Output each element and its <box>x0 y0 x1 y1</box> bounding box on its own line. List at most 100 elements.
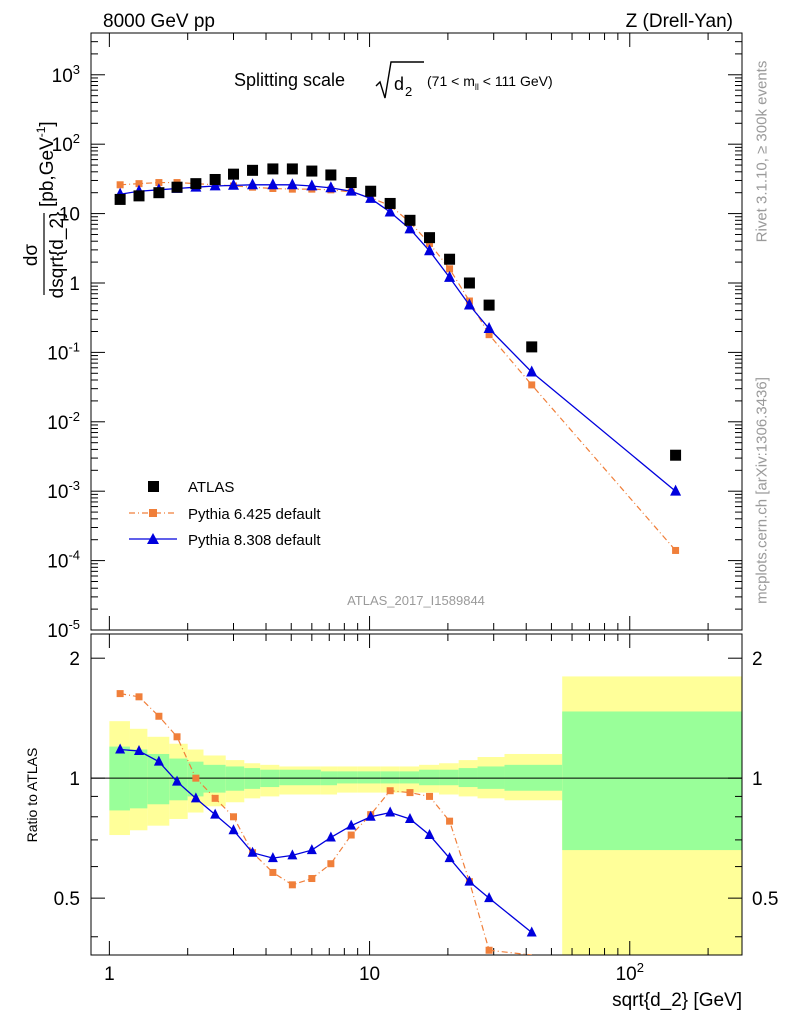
ratio-pythia6-point <box>230 813 238 821</box>
ratio-pythia8-point <box>385 806 396 817</box>
x-tick-label: 1 <box>104 964 115 985</box>
y-tick-label: 10 <box>59 205 80 226</box>
atlas-point <box>483 299 495 311</box>
y-tick-label: 10-1 <box>47 339 80 364</box>
band-inner-bin <box>279 769 303 786</box>
y-tick-label: 102 <box>52 131 80 156</box>
ratio-y-tick-label-right: 2 <box>752 649 763 670</box>
ratio-pythia6-point <box>426 792 434 800</box>
ratio-y-tick-label-right: 1 <box>752 769 763 790</box>
ratio-pythia6-point <box>155 712 163 720</box>
ratio-pythia8-point <box>526 926 537 937</box>
ratio-pythia8-point <box>134 744 145 755</box>
y-tick-label: 103 <box>52 62 80 87</box>
pythia6-line <box>120 181 677 551</box>
y-axis-title-num: dσ <box>21 244 42 267</box>
pythia8-point <box>228 178 240 190</box>
pythia8-point <box>404 222 416 234</box>
legend-atlas-marker <box>148 481 159 492</box>
energy-label: 8000 GeV pp <box>103 11 215 32</box>
band-inner-bin <box>458 768 478 788</box>
y-tick-label: 10-5 <box>47 617 80 642</box>
pythia8-point <box>306 179 318 191</box>
pythia8-point <box>424 244 436 256</box>
plot-title: Splitting scale d 2 (71 < mll < 111 GeV) <box>234 61 553 99</box>
ratio-pythia6-point <box>347 831 355 839</box>
ratio-pythia8-point <box>267 852 278 863</box>
process-label: Z (Drell-Yan) <box>626 11 733 32</box>
atlas-point <box>404 214 416 226</box>
pythia6-point <box>446 265 454 273</box>
atlas-point <box>325 169 337 181</box>
ratio-pythia8-point <box>190 792 201 803</box>
ratio-series <box>115 690 537 955</box>
y-tick-label: 10-4 <box>47 548 80 573</box>
pythia6-point <box>135 180 143 188</box>
pythia8-point <box>670 484 682 496</box>
uncertainty-bands <box>109 676 742 955</box>
ratio-pythia8-point <box>153 755 164 766</box>
ratio-pythia8-point <box>115 743 126 754</box>
ratio-panel-frame <box>90 633 743 956</box>
band-inner-bin <box>439 769 459 786</box>
atlas-point <box>365 185 377 197</box>
y-tick-label: 10-3 <box>47 478 80 503</box>
legend-pythia6-label: Pythia 6.425 default <box>188 506 321 523</box>
plot-title-range-pre: (71 < m <box>427 73 475 89</box>
plot-title-sub: 2 <box>405 84 412 99</box>
ratio-pythia8-point <box>484 892 495 903</box>
atlas-point <box>171 181 183 193</box>
pythia8-point <box>325 181 337 193</box>
ratio-y-tick-label: 0.5 <box>54 889 80 910</box>
pythia6-point <box>426 240 434 248</box>
atlas-point <box>670 449 682 461</box>
band-inner-bin <box>337 771 358 784</box>
legend-pythia6-marker <box>149 509 157 517</box>
atlas-point <box>153 187 165 199</box>
ratio-pythia8-point <box>210 808 221 819</box>
ratio-pythia6-point <box>446 817 454 825</box>
pythia8-point <box>526 365 538 377</box>
ratio-pythia6-point <box>192 774 200 782</box>
pythia8-point <box>365 191 377 203</box>
atlas-point <box>463 277 475 289</box>
pythia6-point <box>672 546 680 554</box>
axis-ticks: 1 10 102 10-5 10-4 10-3 10-2 10-1 1 10 102 103 0.5 0.… <box>47 32 778 985</box>
x-axis-title: sqrt{d_2} [GeV] <box>612 990 742 1011</box>
ratio-pythia6-point <box>327 860 335 868</box>
plot-title-symbol: d <box>394 74 404 94</box>
mcplots-label: mcplots.cern.ch [arXiv:1306.3436] <box>753 377 771 604</box>
ratio-pythia6-point <box>116 690 124 698</box>
pythia6-point <box>116 181 124 189</box>
atlas-point <box>306 165 318 177</box>
ratio-y-tick-label-right: 0.5 <box>752 889 778 910</box>
legend: ATLAS Pythia 6.425 default Pythia 8.308 … <box>129 479 321 549</box>
ratio-pythia8-point <box>247 846 258 857</box>
ratio-pythia8-point <box>424 829 435 840</box>
ratio-pythia6-point <box>406 789 414 797</box>
ratio-pythia8 <box>115 743 537 937</box>
legend-pythia8-label: Pythia 8.308 default <box>188 532 321 549</box>
pythia8-point <box>483 322 495 334</box>
y-tick-label: 10-2 <box>47 409 80 434</box>
ratio-pythia8-point <box>172 775 183 786</box>
plot-title-range: (71 < mll < 111 GeV) <box>427 73 553 92</box>
atlas-point <box>384 197 396 209</box>
ratio-pythia6-point <box>386 787 394 795</box>
ratio-y-tick-label: 2 <box>69 649 80 670</box>
ratio-pythia8-point <box>325 831 336 842</box>
ratio-pythia6-point <box>173 733 181 741</box>
legend-pythia8-marker <box>147 533 159 544</box>
ratio-pythia6-point <box>288 881 296 889</box>
ratio-y-tick-label: 1 <box>69 769 80 790</box>
band-inner-bin <box>302 769 321 786</box>
y-axis-title-den: dsqrt{d_2} <box>47 212 68 299</box>
pythia6-point <box>155 179 163 187</box>
ratio-pythia8-point <box>365 810 376 821</box>
y-axis-title-top: dσ dsqrt{d_2} [pb,GeV-1] <box>21 121 68 298</box>
pythia8-point <box>286 178 298 190</box>
y-axis-title-bottom: Ratio to ATLAS <box>24 748 40 843</box>
y-tick-label: 1 <box>69 274 80 295</box>
ratio-pythia6-line <box>120 693 532 955</box>
